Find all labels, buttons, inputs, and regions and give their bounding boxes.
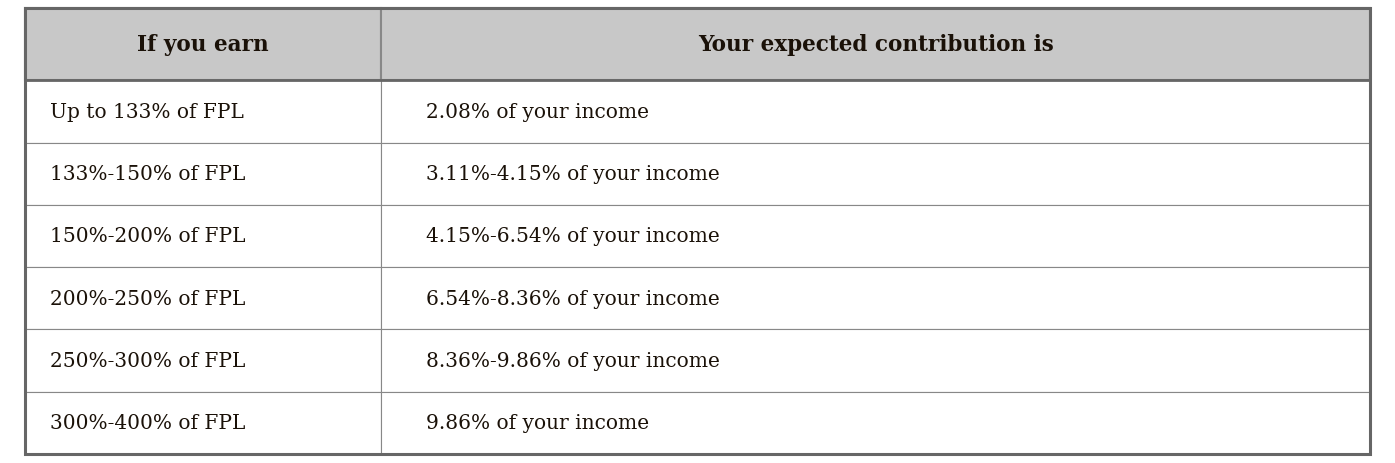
Bar (381, 330, 1370, 392)
Bar (25, 268, 381, 330)
Bar (25, 144, 381, 206)
Text: Your expected contribution is: Your expected contribution is (698, 34, 1053, 56)
Bar (25, 392, 381, 454)
Text: 133%-150% of FPL: 133%-150% of FPL (50, 165, 246, 184)
Bar (381, 81, 1370, 144)
Bar (25, 9, 381, 81)
Text: Up to 133% of FPL: Up to 133% of FPL (50, 103, 244, 122)
Text: If you earn: If you earn (138, 34, 269, 56)
Text: 9.86% of your income: 9.86% of your income (425, 413, 649, 432)
Bar (25, 206, 381, 268)
Text: 200%-250% of FPL: 200%-250% of FPL (50, 289, 246, 308)
Text: 250%-300% of FPL: 250%-300% of FPL (50, 351, 246, 370)
Bar (25, 330, 381, 392)
Text: 6.54%-8.36% of your income: 6.54%-8.36% of your income (425, 289, 720, 308)
Bar (381, 206, 1370, 268)
Bar (381, 268, 1370, 330)
Bar (381, 9, 1370, 81)
Text: 4.15%-6.54% of your income: 4.15%-6.54% of your income (425, 227, 720, 246)
Bar (25, 81, 381, 144)
Text: 3.11%-4.15% of your income: 3.11%-4.15% of your income (425, 165, 720, 184)
Bar (381, 392, 1370, 454)
Text: 8.36%-9.86% of your income: 8.36%-9.86% of your income (425, 351, 720, 370)
Text: 300%-400% of FPL: 300%-400% of FPL (50, 413, 246, 432)
Text: 150%-200% of FPL: 150%-200% of FPL (50, 227, 246, 246)
Text: 2.08% of your income: 2.08% of your income (425, 103, 649, 122)
Bar (381, 144, 1370, 206)
